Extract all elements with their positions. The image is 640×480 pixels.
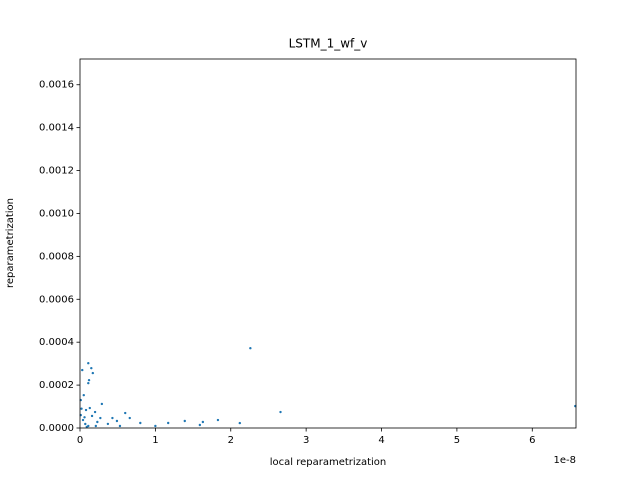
x-offset-label: 1e-8 (554, 455, 577, 466)
point (198, 423, 202, 427)
point (81, 418, 85, 422)
point (201, 420, 205, 424)
point (83, 416, 86, 419)
point (84, 408, 88, 412)
point (96, 420, 99, 424)
chart-title: LSTM_1_wf_v (289, 37, 368, 51)
point (106, 422, 110, 426)
point (88, 406, 91, 410)
y-tick-label: 0.0014 (39, 123, 74, 134)
y-tick-label: 0.0010 (39, 208, 74, 219)
point (128, 416, 131, 420)
point (279, 410, 282, 414)
y-tick-label: 0.0012 (39, 166, 74, 177)
point (166, 421, 170, 425)
y-tick-label: 0.0004 (39, 337, 74, 348)
plot-frame (79, 58, 577, 429)
point (85, 425, 88, 429)
point (94, 424, 98, 428)
point (154, 424, 157, 428)
x-tick-label: 3 (303, 435, 309, 446)
x-axis-label: local reparametrization (270, 457, 386, 468)
y-tick-label: 0.0002 (39, 380, 74, 391)
point (124, 411, 127, 415)
point (91, 371, 95, 375)
y-tick-label: 0.0016 (39, 80, 74, 91)
point (82, 393, 85, 397)
point (100, 402, 104, 406)
point (81, 368, 84, 372)
point (87, 362, 90, 365)
point (183, 419, 186, 423)
y-tick-label: 0.0008 (39, 251, 74, 262)
point (115, 419, 119, 423)
x-tick-label: 0 (77, 435, 83, 446)
point (84, 422, 87, 426)
point (87, 381, 90, 385)
point (93, 410, 97, 414)
point (90, 414, 94, 418)
point (249, 346, 252, 350)
point (80, 407, 83, 410)
y-axis-label: reparametrization (5, 198, 16, 288)
x-tick-label: 5 (454, 435, 460, 446)
point (99, 416, 102, 420)
point (216, 418, 220, 422)
x-tick-label: 1 (152, 435, 158, 446)
point (238, 421, 242, 425)
point (87, 378, 91, 382)
point (90, 366, 93, 370)
point (111, 416, 114, 420)
y-tick-label: 0.0000 (39, 423, 74, 434)
point (118, 424, 122, 428)
point (139, 421, 142, 425)
x-tick-label: 2 (228, 435, 234, 446)
x-tick-label: 6 (529, 435, 535, 446)
y-tick-label: 0.0006 (39, 294, 74, 305)
x-tick-label: 4 (378, 435, 384, 446)
